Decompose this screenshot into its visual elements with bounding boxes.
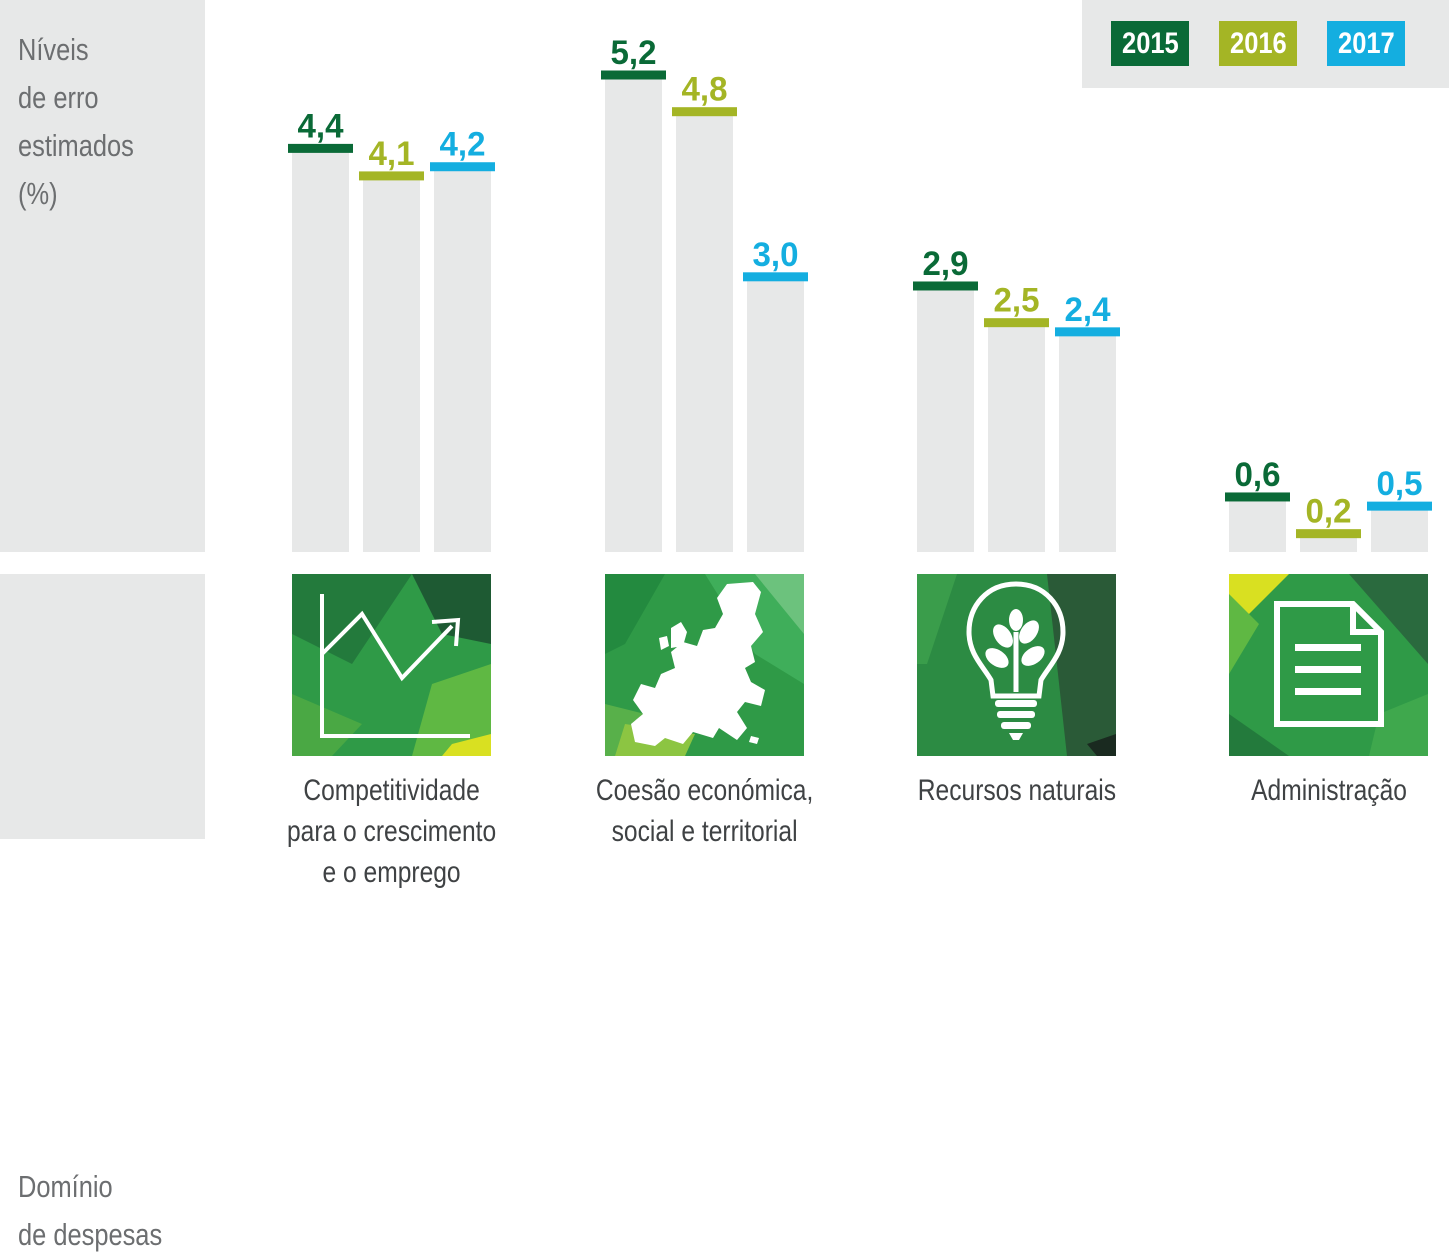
bar-administracao-2017-cap: [1367, 501, 1432, 511]
legend-item-2015: 2015: [1111, 21, 1189, 66]
category-label-administracao: Administração: [1251, 774, 1407, 807]
bar-coesao-2016-cap: [672, 107, 737, 117]
data-label-coesao-2015: 5,2: [611, 34, 657, 72]
domain-label: Domínio de despesas: [18, 1169, 163, 1252]
data-label-administracao-2015: 0,6: [1235, 456, 1281, 494]
line-chart-icon: [292, 574, 491, 756]
data-label-competitividade-2015: 4,4: [298, 107, 344, 145]
y-axis-label: Níveis de erro estimados (%): [18, 32, 134, 211]
bar-competitividade-2016-cap: [359, 171, 424, 181]
bar-coesao-2015: [605, 78, 662, 552]
data-label-administracao-2017: 0,5: [1377, 465, 1423, 503]
ylabel-panel: Níveis de erro estimados (%): [0, 0, 205, 552]
bar-administracao-2017: [1371, 509, 1428, 552]
data-label-recursos-2016: 2,5: [994, 282, 1040, 320]
tile-competitividade: [292, 574, 491, 756]
legend-item-2016: 2016: [1219, 21, 1297, 66]
bar-coesao-2017: [747, 279, 804, 552]
bar-chart: 4,4 5,2 2,9 0,6 4,1 4,8 2,5 0,2 4,2 3,0 2,4 0,5: [288, 34, 1432, 552]
data-label-coesao-2017: 3,0: [753, 236, 799, 274]
data-label-recursos-2015: 2,9: [923, 245, 969, 283]
tile-recursos: [917, 574, 1116, 756]
europe-map-icon: [605, 574, 804, 756]
category-label-coesao: Coesão económica, social e territorial: [596, 774, 814, 848]
domain-panel: Domínio de despesas: [0, 574, 205, 1252]
bar-coesao-2015-cap: [601, 70, 666, 80]
data-label-coesao-2016: 4,8: [682, 71, 728, 109]
bar-recursos-2016: [988, 325, 1045, 552]
bar-administracao-2016: [1300, 536, 1357, 552]
legend-item-2017: 2017: [1327, 21, 1405, 66]
tile-administracao: [1229, 574, 1428, 756]
bar-recursos-2016-cap: [984, 318, 1049, 328]
bar-competitividade-2015: [292, 151, 349, 552]
bar-competitividade-2017: [434, 169, 491, 552]
data-label-administracao-2016: 0,2: [1306, 493, 1352, 531]
bar-administracao-2015: [1229, 499, 1286, 552]
bar-recursos-2017: [1059, 334, 1116, 552]
document-icon: [1229, 574, 1428, 756]
bar-recursos-2015: [917, 288, 974, 552]
category-label-competitividade: Competitividade para o crescimento e o e…: [287, 774, 497, 889]
bar-recursos-2017-cap: [1055, 327, 1120, 337]
bar-coesao-2016: [676, 114, 733, 552]
bar-coesao-2017-cap: [743, 272, 808, 282]
bar-recursos-2015-cap: [913, 281, 978, 291]
category-label-recursos: Recursos naturais: [917, 774, 1117, 807]
bar-competitividade-2016: [363, 178, 420, 552]
bar-competitividade-2017-cap: [430, 162, 495, 172]
lightbulb-plant-icon: [917, 574, 1116, 756]
legend: 2015 2016 2017: [1082, 0, 1449, 88]
bar-competitividade-2015-cap: [288, 143, 353, 153]
data-label-competitividade-2016: 4,1: [369, 135, 415, 173]
bar-administracao-2016-cap: [1296, 529, 1361, 539]
bar-administracao-2015-cap: [1225, 492, 1290, 502]
tile-coesao: [605, 574, 804, 756]
data-label-competitividade-2017: 4,2: [440, 126, 486, 164]
data-label-recursos-2017: 2,4: [1065, 291, 1111, 329]
